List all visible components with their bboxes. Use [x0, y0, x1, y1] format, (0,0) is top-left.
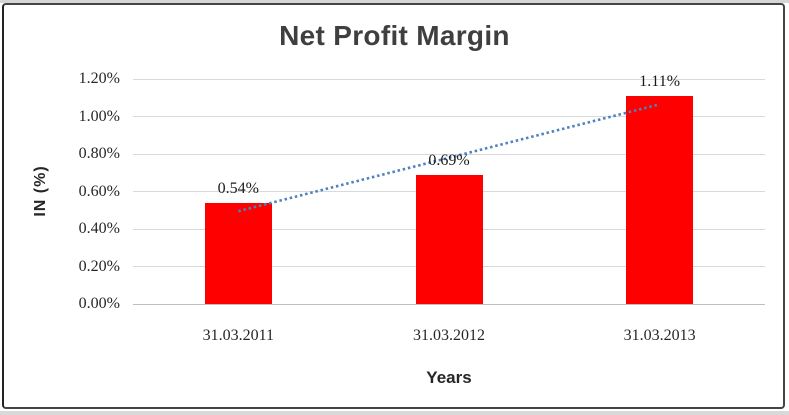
bar-value-label: 1.11%: [639, 72, 681, 90]
bar: [626, 95, 694, 304]
y-tick-label: 0.00%: [78, 295, 120, 312]
y-tick-label: 0.80%: [78, 145, 120, 162]
y-tick-label: 0.20%: [78, 257, 120, 275]
frame-top-strip: [0, 0, 789, 3]
bar-value-label: 0.54%: [217, 179, 259, 197]
gridline: [133, 78, 765, 80]
y-tick-label: 1.00%: [78, 107, 120, 125]
x-tick-label: 31.03.2012: [413, 327, 485, 344]
x-axis-title: Years: [426, 368, 472, 387]
bar: [204, 202, 272, 304]
bar: [415, 174, 483, 304]
bar-value-label: 0.69%: [428, 151, 470, 169]
frame-bottom-strip: [0, 411, 789, 415]
y-tick-label: 0.60%: [78, 182, 120, 200]
y-tick-label: 0.40%: [78, 220, 120, 237]
x-tick-label: 31.03.2011: [202, 327, 275, 344]
x-tick-label: 31.03.2013: [623, 327, 696, 344]
chart-title: Net Profit Margin: [279, 20, 510, 51]
y-tick-label: 1.20%: [78, 70, 120, 87]
x-axis-line: [133, 303, 765, 305]
